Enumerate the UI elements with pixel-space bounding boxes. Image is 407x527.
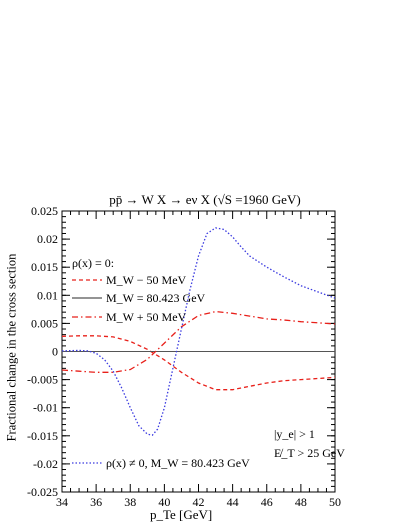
legend-label-2: M_W + 50 MeV <box>106 310 187 324</box>
annotation-rapidity: |y_e| > 1 <box>274 427 315 441</box>
legend: M_W − 50 MeV M_W = 80.423 GeV M_W + 50 MeV… <box>72 273 250 470</box>
x-tick-label: 50 <box>329 495 341 509</box>
x-tick-label: 46 <box>261 495 273 509</box>
x-tick-label: 36 <box>90 495 102 509</box>
series-line-3 <box>61 227 336 436</box>
y-tick-label: 0.015 <box>31 260 58 274</box>
y-tick-label: 0 <box>52 345 58 359</box>
series-lines <box>61 227 336 436</box>
y-tick-label: 0.025 <box>31 204 58 218</box>
y-tick-label: -0.02 <box>33 457 58 471</box>
series-line-0 <box>61 335 336 391</box>
legend-label-0: M_W − 50 MeV <box>106 273 187 287</box>
y-tick-label: 0.02 <box>37 232 58 246</box>
x-tick-label: 44 <box>227 495 239 509</box>
x-tick-label: 40 <box>158 495 170 509</box>
x-tick-label: 42 <box>193 495 205 509</box>
y-tick-label: -0.005 <box>27 373 58 387</box>
axis-ticks: 34 36 38 40 42 44 46 48 50 0.025 0.02 0.015 0.01 0.00… <box>27 204 341 509</box>
y-tick-label: 0.005 <box>31 316 58 330</box>
legend-label-1: M_W = 80.423 GeV <box>106 291 206 305</box>
annotation-met: E̸_T > 25 GeV <box>274 446 345 460</box>
x-axis-label: p_Te [GeV] <box>150 507 213 522</box>
y-axis-label: Fractional change in the cross section <box>4 253 19 442</box>
x-tick-label: 34 <box>56 495 68 509</box>
legend-header: ρ(x) = 0: <box>72 256 115 270</box>
series-line-2 <box>61 310 336 373</box>
x-tick-label: 38 <box>124 495 136 509</box>
y-tick-label: -0.015 <box>27 429 58 443</box>
legend-label-3: ρ(x) ≠ 0, M_W = 80.423 GeV <box>106 456 250 470</box>
y-tick-label: -0.025 <box>27 485 58 499</box>
y-tick-label: 0.01 <box>37 288 58 302</box>
chart-title: pp̄ → W X → eν X (√S =1960 GeV) <box>109 192 301 207</box>
x-tick-label: 48 <box>295 495 307 509</box>
y-tick-label: -0.01 <box>33 401 58 415</box>
